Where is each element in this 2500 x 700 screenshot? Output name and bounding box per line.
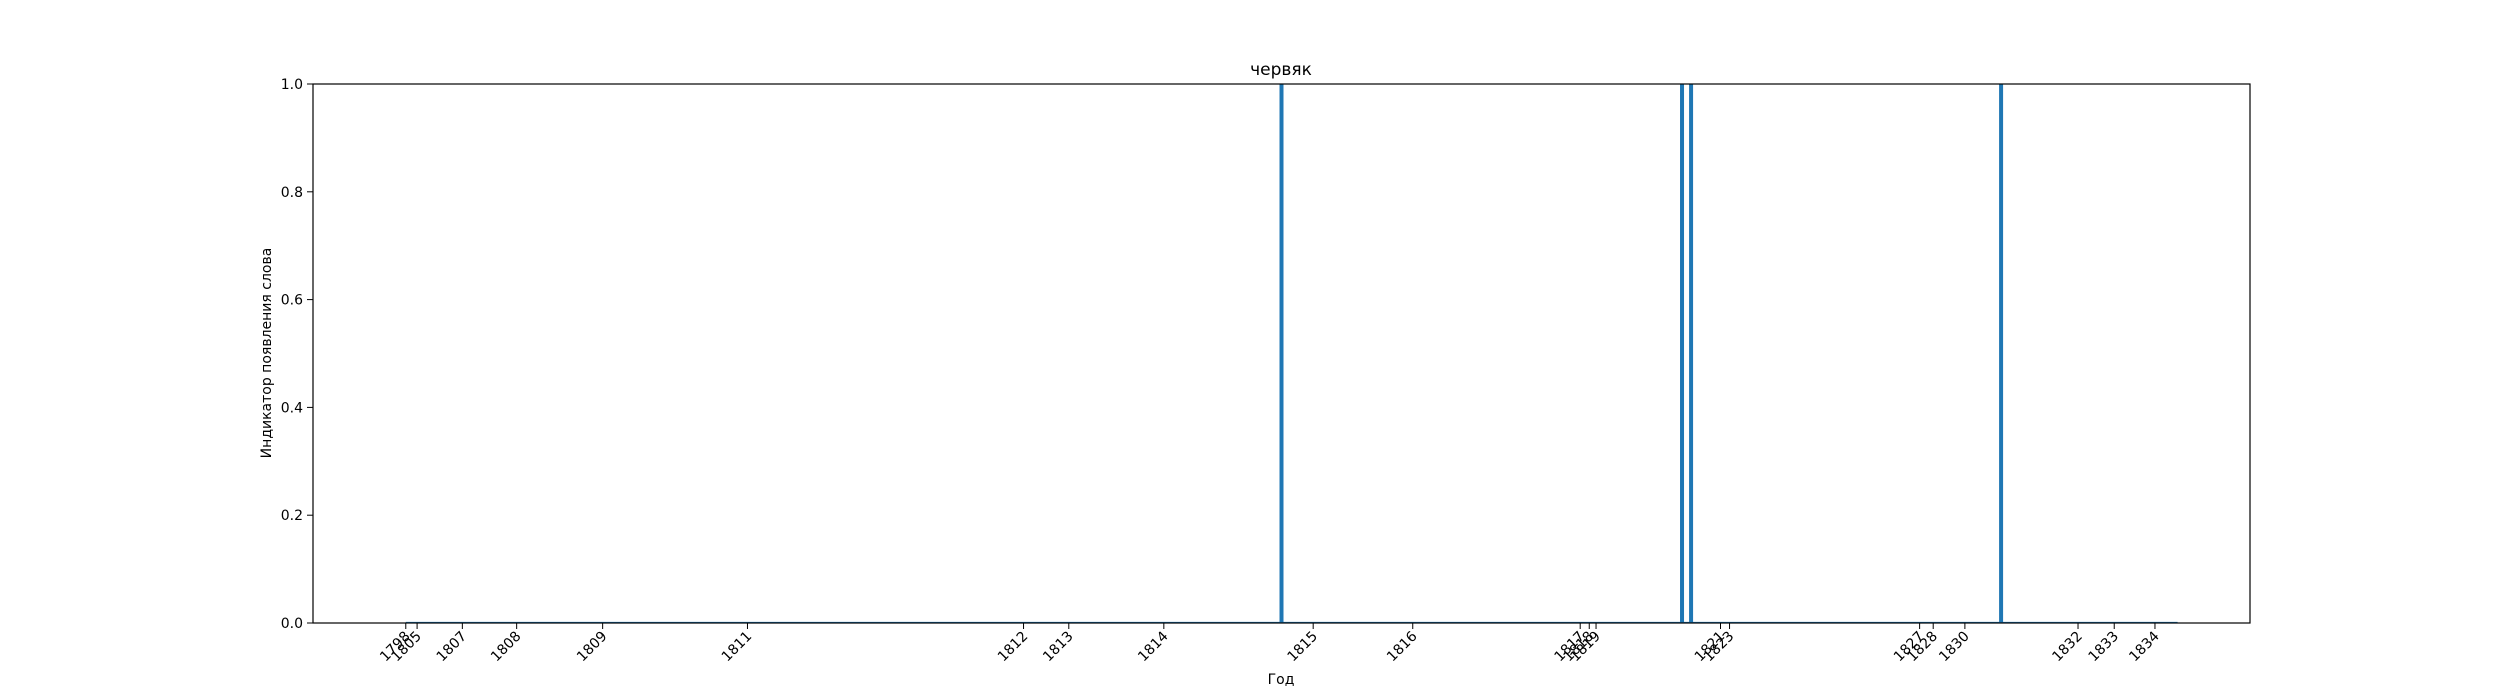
bar-4: [1999, 84, 2004, 623]
x-tick-label: 1812: [995, 629, 1032, 666]
bars-layer: [405, 84, 2178, 624]
x-tick-label: 1813: [1040, 629, 1077, 666]
y-tick-label: 0.2: [281, 508, 303, 524]
bar-3: [1689, 84, 1694, 623]
y-axis: 0.0 0.2 0.4 0.6 0.8 1.0: [281, 77, 313, 632]
y-tick-label: 0.0: [281, 616, 303, 632]
y-tick-label: 0.8: [281, 185, 303, 201]
x-axis-label: Год: [1268, 672, 1295, 688]
y-axis-label: Индикатор появления слова: [259, 248, 275, 459]
x-tick-label: 1814: [1135, 628, 1172, 665]
x-tick-label: 1808: [488, 629, 525, 666]
x-tick-label: 1809: [574, 629, 611, 666]
plot-frame: [312, 83, 2251, 624]
chart-title: червяк: [1250, 60, 1312, 80]
x-tick-label: 1811: [719, 629, 756, 666]
x-tick-label: 1807: [434, 629, 471, 666]
x-tick-label: 1832: [2049, 629, 2086, 666]
y-tick-label: 0.6: [281, 293, 303, 309]
x-tick-label: 1815: [1284, 629, 1321, 666]
x-tick-label: 1834: [2126, 628, 2163, 665]
x-tick-label: 1830: [1936, 629, 1973, 666]
x-tick-label: 1816: [1384, 628, 1421, 665]
bar-1: [1279, 84, 1284, 623]
y-tick-label: 0.4: [281, 400, 303, 416]
x-tick-label: 1833: [2086, 629, 2123, 666]
bar-2: [1680, 84, 1685, 623]
y-tick-label: 1.0: [281, 77, 303, 93]
